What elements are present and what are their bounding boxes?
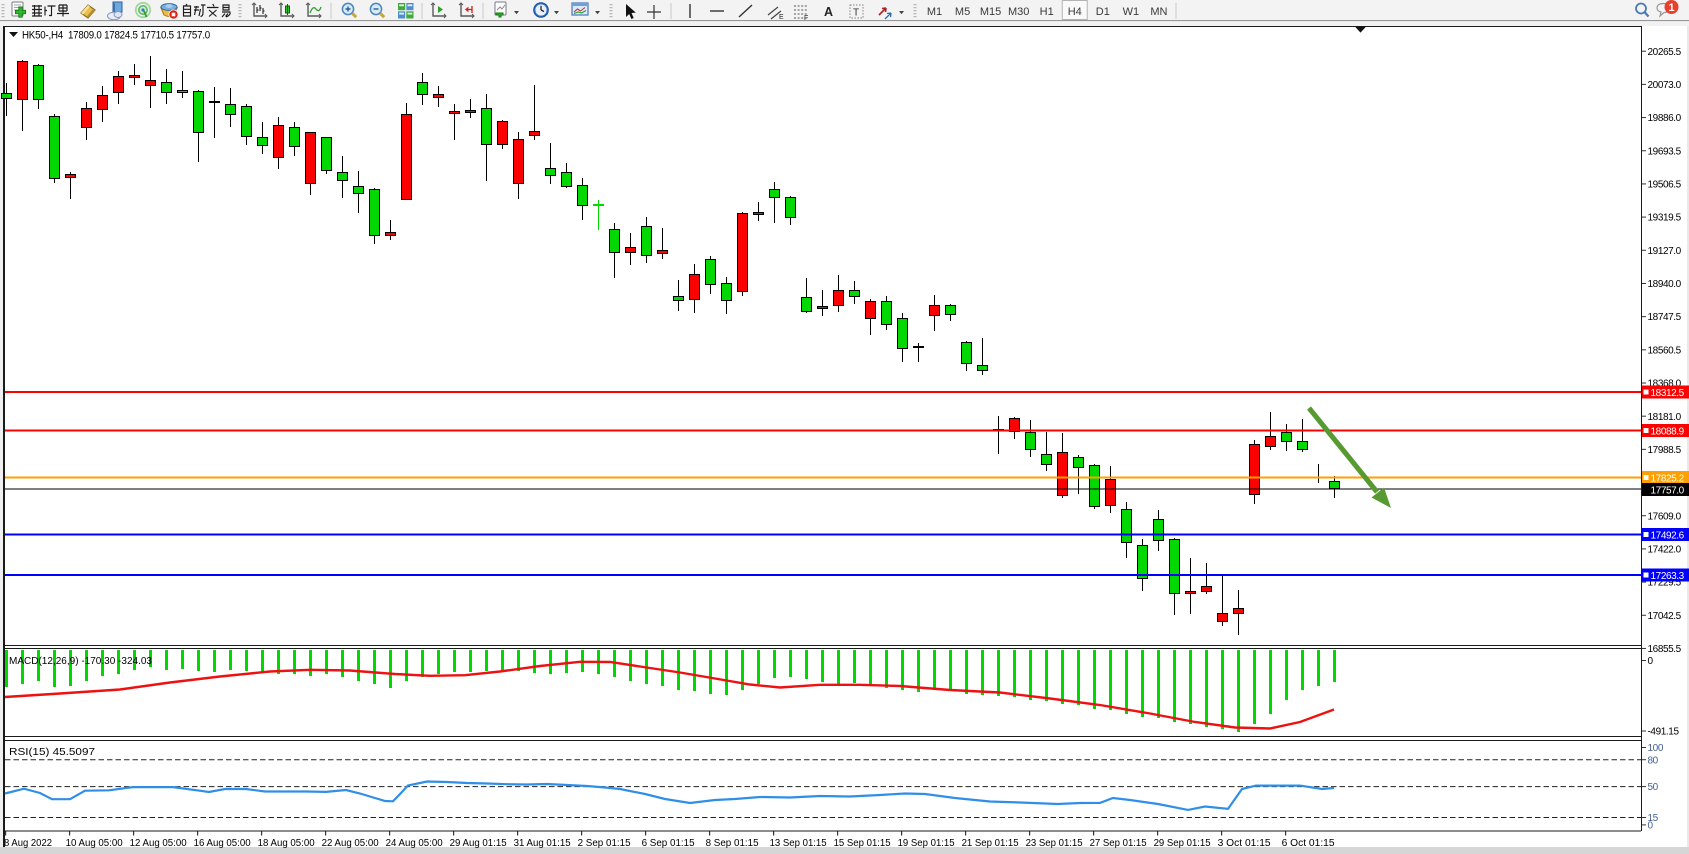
- svg-text:13 Sep 01:15: 13 Sep 01:15: [770, 838, 827, 849]
- svg-text:8 Aug 2022: 8 Aug 2022: [4, 838, 52, 849]
- svg-text:H4: H4: [1068, 6, 1082, 18]
- svg-text:3 Oct 01:15: 3 Oct 01:15: [1218, 838, 1271, 849]
- svg-text:H1: H1: [1040, 6, 1054, 18]
- svg-text:1: 1: [1668, 2, 1674, 14]
- svg-text:16855.5: 16855.5: [1648, 644, 1682, 655]
- svg-text:HK50-,H4 17809.0 17824.5 1771: HK50-,H4 17809.0 17824.5 17710.5 17757.0: [22, 30, 210, 42]
- svg-text:19886.0: 19886.0: [1648, 113, 1682, 124]
- svg-text:27 Sep 01:15: 27 Sep 01:15: [1090, 838, 1147, 849]
- svg-text:20073.0: 20073.0: [1648, 80, 1682, 91]
- svg-text:17609.0: 17609.0: [1648, 511, 1682, 522]
- svg-text:29 Sep 01:15: 29 Sep 01:15: [1154, 838, 1211, 849]
- svg-text:22 Aug 05:00: 22 Aug 05:00: [322, 838, 379, 849]
- svg-text:M1: M1: [927, 6, 942, 18]
- svg-text:15 Sep 01:15: 15 Sep 01:15: [834, 838, 891, 849]
- svg-text:19127.0: 19127.0: [1648, 246, 1682, 257]
- svg-text:80: 80: [1648, 755, 1659, 766]
- svg-text:18560.5: 18560.5: [1648, 345, 1682, 356]
- svg-text:6 Oct 01:15: 6 Oct 01:15: [1282, 838, 1335, 849]
- svg-text:17825.2: 17825.2: [1651, 473, 1685, 484]
- svg-text:6 Sep 01:15: 6 Sep 01:15: [642, 838, 695, 849]
- svg-text:RSI(15) 45.5097: RSI(15) 45.5097: [9, 746, 95, 758]
- svg-text:17229.5: 17229.5: [1648, 578, 1682, 589]
- svg-text:MACD(12,26,9) -170.30 -324.03: MACD(12,26,9) -170.30 -324.03: [9, 655, 152, 667]
- svg-text:0: 0: [1648, 656, 1654, 667]
- svg-text:31 Aug 01:15: 31 Aug 01:15: [514, 838, 571, 849]
- svg-text:23 Sep 01:15: 23 Sep 01:15: [1026, 838, 1083, 849]
- svg-text:24 Aug 05:00: 24 Aug 05:00: [386, 838, 443, 849]
- svg-text:16 Aug 05:00: 16 Aug 05:00: [194, 838, 251, 849]
- svg-text:21 Sep 01:15: 21 Sep 01:15: [962, 838, 1019, 849]
- svg-text:D1: D1: [1096, 6, 1110, 18]
- svg-text:10 Aug 05:00: 10 Aug 05:00: [66, 838, 123, 849]
- svg-text:19693.5: 19693.5: [1648, 146, 1682, 157]
- svg-text:M30: M30: [1008, 6, 1029, 18]
- svg-text:A: A: [824, 5, 833, 19]
- svg-text:17422.0: 17422.0: [1648, 545, 1682, 556]
- svg-text:17042.5: 17042.5: [1648, 611, 1682, 622]
- svg-text:19319.5: 19319.5: [1648, 213, 1682, 224]
- svg-text:18747.5: 18747.5: [1648, 312, 1682, 323]
- svg-text:50: 50: [1648, 782, 1659, 793]
- svg-text:0: 0: [1648, 821, 1654, 832]
- svg-text:19 Sep 01:15: 19 Sep 01:15: [898, 838, 955, 849]
- svg-text:2 Sep 01:15: 2 Sep 01:15: [578, 838, 631, 849]
- svg-text:15: 15: [1648, 813, 1659, 824]
- svg-text:E: E: [779, 14, 784, 21]
- svg-text:M5: M5: [955, 6, 970, 18]
- svg-text:18368.0: 18368.0: [1648, 379, 1682, 390]
- svg-text:19506.5: 19506.5: [1648, 180, 1682, 191]
- svg-text:29 Aug 01:15: 29 Aug 01:15: [450, 838, 507, 849]
- svg-text:8 Sep 01:15: 8 Sep 01:15: [706, 838, 759, 849]
- svg-text:W1: W1: [1123, 6, 1140, 18]
- svg-text:20265.5: 20265.5: [1648, 47, 1682, 58]
- svg-text:17757.0: 17757.0: [1651, 485, 1685, 496]
- svg-text:-491.15: -491.15: [1648, 727, 1680, 738]
- svg-text:M15: M15: [980, 6, 1001, 18]
- svg-text:MN: MN: [1150, 6, 1167, 18]
- svg-text:18088.9: 18088.9: [1651, 426, 1685, 437]
- svg-text:F: F: [804, 15, 808, 22]
- svg-text:17988.5: 17988.5: [1648, 445, 1682, 456]
- svg-text:100: 100: [1648, 743, 1664, 754]
- svg-text:12 Aug 05:00: 12 Aug 05:00: [130, 838, 187, 849]
- svg-text:18940.0: 18940.0: [1648, 279, 1682, 290]
- svg-text:18 Aug 05:00: 18 Aug 05:00: [258, 838, 315, 849]
- svg-text:17492.6: 17492.6: [1651, 530, 1685, 541]
- svg-text:18312.5: 18312.5: [1651, 388, 1685, 399]
- svg-text:18181.0: 18181.0: [1648, 412, 1682, 423]
- svg-text:T: T: [853, 8, 859, 19]
- svg-text:17263.3: 17263.3: [1651, 571, 1685, 582]
